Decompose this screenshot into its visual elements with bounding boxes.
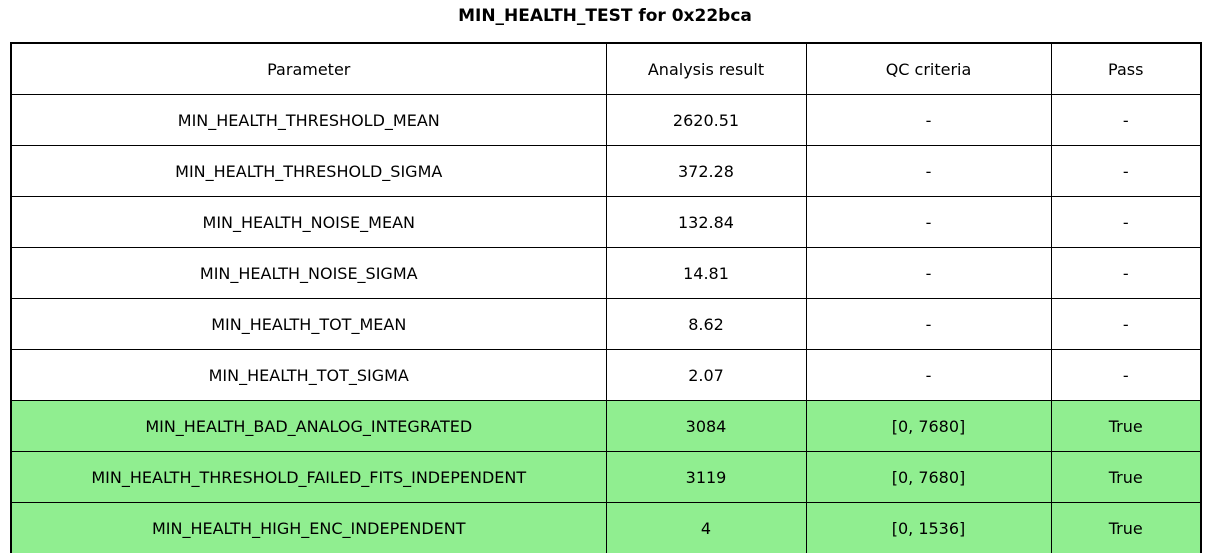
result-cell: 3119	[605, 451, 807, 503]
table-header-row: Parameter Analysis result QC criteria Pa…	[10, 42, 1202, 95]
parameter-cell: MIN_HEALTH_TOT_SIGMA	[10, 349, 607, 401]
table-row: MIN_HEALTH_NOISE_SIGMA 14.81- -	[10, 247, 1202, 299]
parameter-cell: MIN_HEALTH_THRESHOLD_MEAN	[10, 94, 607, 146]
result-cell: 2620.51	[605, 94, 807, 146]
column-header-qc-criteria: QC criteria	[805, 42, 1052, 95]
result-cell: 2.07	[605, 349, 807, 401]
pass-cell: -	[1050, 247, 1202, 299]
qc-criteria-cell: -	[805, 298, 1052, 350]
qc-criteria-cell: -	[805, 247, 1052, 299]
qc-criteria-cell: [0, 7680]	[805, 400, 1052, 452]
table-row: MIN_HEALTH_BAD_ANALOG_INTEGRATED 3084 [0, …	[10, 400, 1202, 452]
table-body: MIN_HEALTH_THRESHOLD_MEAN 2620.51- - MIN_HE…	[10, 94, 1202, 553]
table-row: MIN_HEALTH_HIGH_ENC_INDEPENDENT 4 [0, 1536…	[10, 502, 1202, 553]
table-row: MIN_HEALTH_THRESHOLD_FAILED_FITS_INDEPEN…	[10, 451, 1202, 503]
pass-cell: True	[1050, 400, 1202, 452]
table-row: MIN_HEALTH_NOISE_MEAN 132.84- -	[10, 196, 1202, 248]
pass-cell: True	[1050, 502, 1202, 553]
pass-cell: -	[1050, 349, 1202, 401]
result-cell: 132.84	[605, 196, 807, 248]
pass-cell: True	[1050, 451, 1202, 503]
result-cell: 3084	[605, 400, 807, 452]
table-row: MIN_HEALTH_TOT_MEAN 8.62- -	[10, 298, 1202, 350]
pass-cell: -	[1050, 145, 1202, 197]
pass-cell: -	[1050, 298, 1202, 350]
table-row: MIN_HEALTH_THRESHOLD_SIGMA 372.28- -	[10, 145, 1202, 197]
result-cell: 4	[605, 502, 807, 553]
parameter-cell: MIN_HEALTH_BAD_ANALOG_INTEGRATED	[10, 400, 607, 452]
qc-criteria-cell: -	[805, 94, 1052, 146]
result-cell: 14.81	[605, 247, 807, 299]
pass-cell: -	[1050, 94, 1202, 146]
qc-criteria-cell: -	[805, 196, 1052, 248]
parameter-cell: MIN_HEALTH_NOISE_MEAN	[10, 196, 607, 248]
qc-criteria-cell: [0, 1536]	[805, 502, 1052, 553]
column-header-pass: Pass	[1050, 42, 1202, 95]
page-title: MIN_HEALTH_TEST for 0x22bca	[458, 6, 752, 26]
result-cell: 372.28	[605, 145, 807, 197]
parameter-cell: MIN_HEALTH_THRESHOLD_SIGMA	[10, 145, 607, 197]
parameter-cell: MIN_HEALTH_NOISE_SIGMA	[10, 247, 607, 299]
result-cell: 8.62	[605, 298, 807, 350]
pass-cell: -	[1050, 196, 1202, 248]
parameter-cell: MIN_HEALTH_THRESHOLD_FAILED_FITS_INDEPEN…	[10, 451, 607, 503]
column-header-analysis-result: Analysis result	[605, 42, 807, 95]
column-header-parameter: Parameter	[10, 42, 607, 95]
table-row: MIN_HEALTH_TOT_SIGMA 2.07- -	[10, 349, 1202, 401]
qc-results-table: Parameter Analysis result QC criteria Pa…	[10, 42, 1202, 553]
parameter-cell: MIN_HEALTH_HIGH_ENC_INDEPENDENT	[10, 502, 607, 553]
qc-criteria-cell: -	[805, 145, 1052, 197]
table-row: MIN_HEALTH_THRESHOLD_MEAN 2620.51- -	[10, 94, 1202, 146]
qc-criteria-cell: -	[805, 349, 1052, 401]
parameter-cell: MIN_HEALTH_TOT_MEAN	[10, 298, 607, 350]
qc-criteria-cell: [0, 7680]	[805, 451, 1052, 503]
